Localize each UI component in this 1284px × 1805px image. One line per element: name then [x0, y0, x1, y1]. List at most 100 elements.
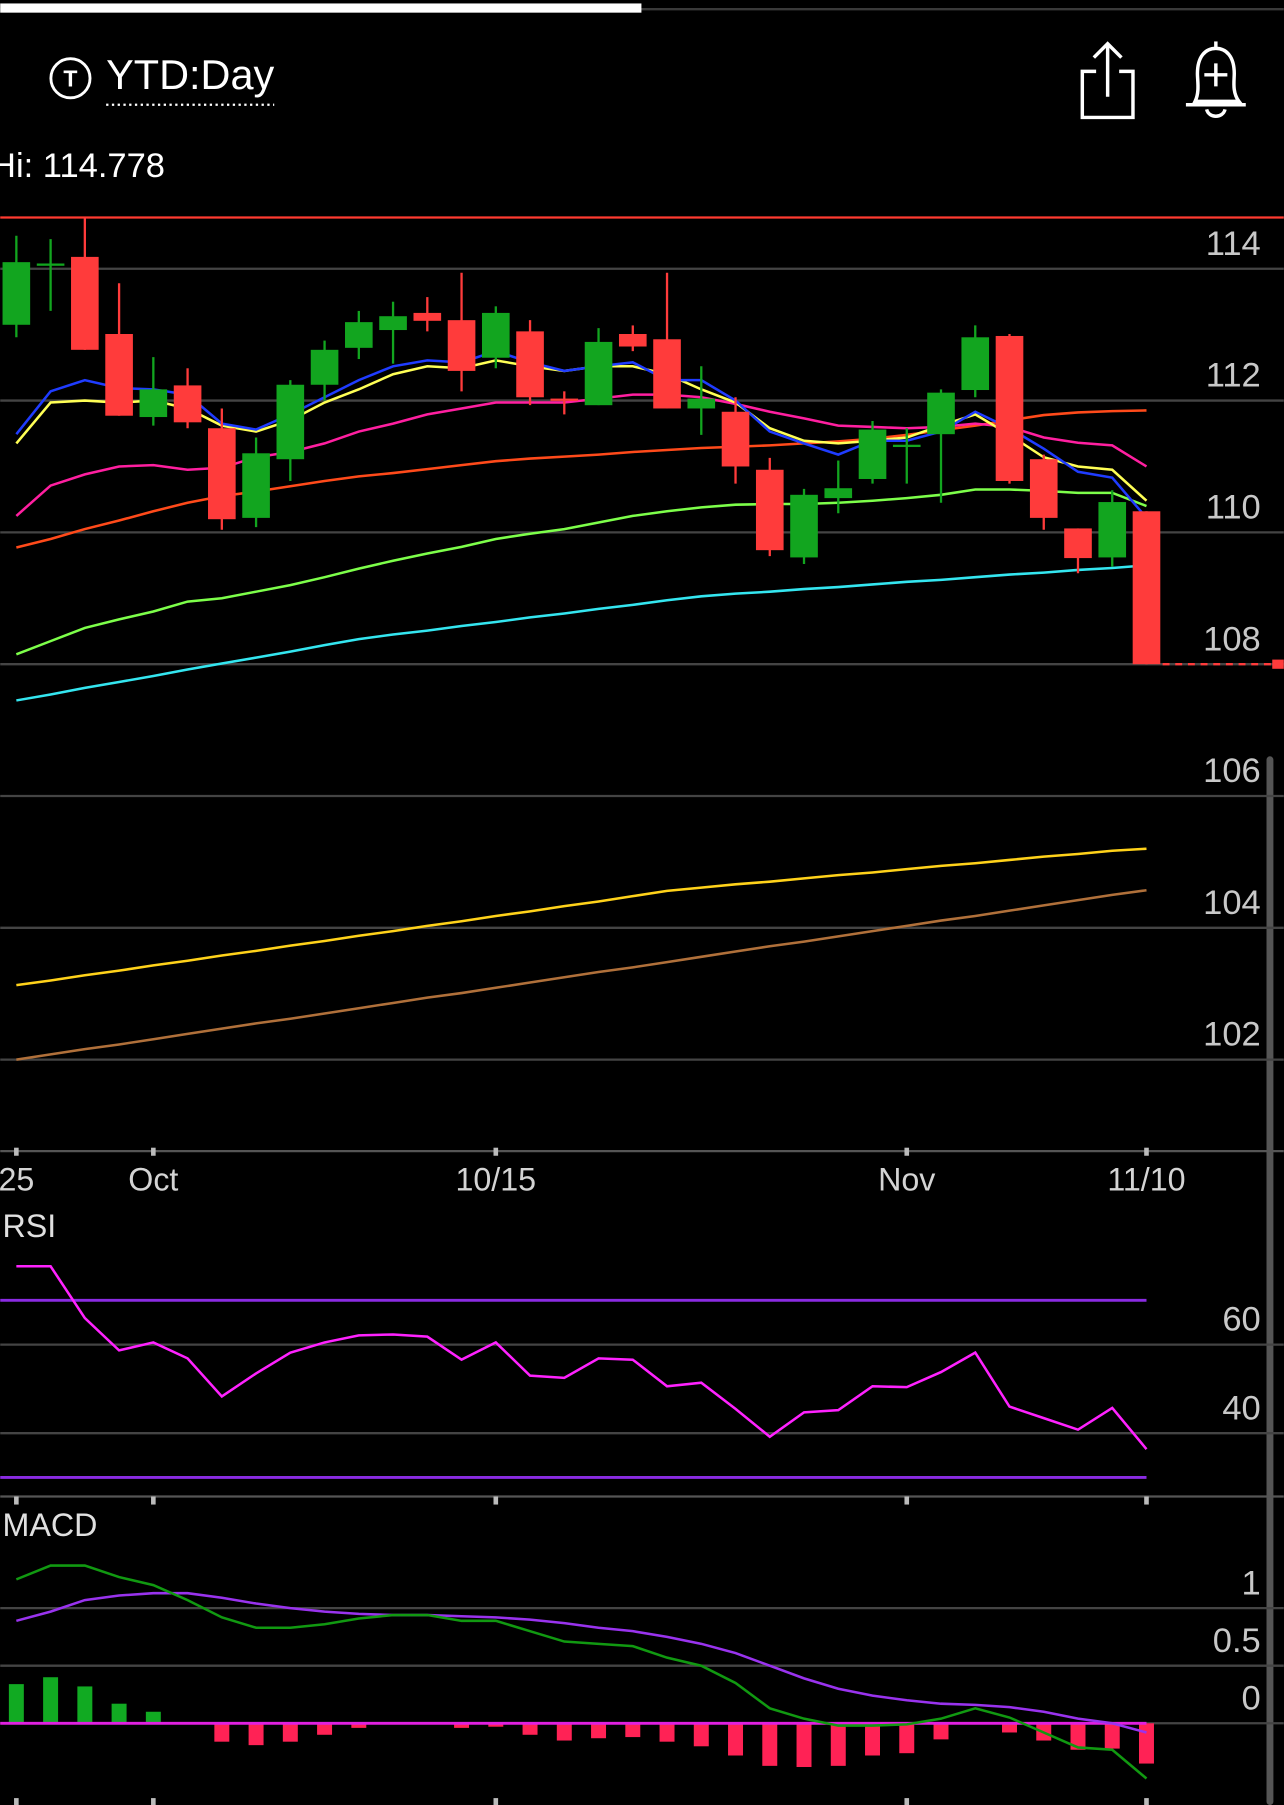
y-tick-label: 108	[1203, 620, 1261, 658]
y-tick-label: 114	[1206, 225, 1261, 263]
candle-body	[2, 262, 31, 325]
candle	[310, 340, 339, 401]
histogram-bar	[43, 1677, 59, 1724]
candle	[1098, 490, 1127, 567]
indicator-line	[16, 1591, 1147, 1734]
progress-bar	[0, 3, 642, 13]
y-tick-label: 0	[1242, 1679, 1261, 1717]
candle-body	[71, 256, 99, 350]
histogram-bar	[693, 1723, 709, 1747]
candle	[721, 397, 750, 484]
range-icon-letter: T	[63, 66, 77, 92]
x-tick-label: 10/15	[455, 1162, 536, 1198]
candle	[550, 391, 579, 415]
bell-clapper	[1204, 108, 1227, 118]
candle	[481, 306, 510, 369]
scrollbar	[1266, 756, 1274, 1805]
histogram-bar	[77, 1686, 93, 1724]
hi-label: Hi: 114.778	[0, 147, 165, 185]
y-tick-label: 0.5	[1213, 1622, 1261, 1660]
candle	[927, 389, 955, 503]
x-tick-label: Oct	[128, 1162, 178, 1198]
candle	[892, 428, 921, 484]
candle-body	[653, 339, 681, 409]
candle	[687, 366, 716, 435]
candle-body	[550, 398, 579, 401]
candle-body	[618, 333, 647, 347]
candle-body	[516, 331, 544, 398]
histogram-bar	[8, 1684, 24, 1724]
histogram-bar	[625, 1723, 641, 1738]
last-price-marker	[1272, 659, 1284, 669]
candle-body	[892, 444, 921, 448]
candle	[345, 310, 373, 360]
indicator-line	[15, 1564, 1148, 1780]
histogram-bar	[728, 1723, 744, 1756]
candle	[516, 320, 544, 406]
candle	[790, 488, 818, 565]
candle	[858, 420, 887, 484]
candle-body	[755, 469, 784, 551]
histogram-bar	[282, 1723, 298, 1742]
bell-plus	[1204, 63, 1228, 87]
histogram-bar	[830, 1723, 846, 1766]
moving-average-line	[15, 488, 1147, 656]
candle	[755, 457, 784, 557]
candle	[139, 357, 168, 426]
moving-average-line	[15, 349, 1148, 519]
histogram-bar	[899, 1723, 915, 1754]
candle	[208, 408, 236, 530]
moving-average-line	[16, 409, 1147, 549]
candle-body	[687, 398, 716, 409]
histogram-bar	[214, 1723, 230, 1742]
range-selector[interactable]: T YTD:Day	[49, 51, 275, 106]
share-box	[1080, 69, 1135, 120]
x-tick-label: Nov	[878, 1162, 935, 1198]
y-tick-label: 112	[1206, 357, 1261, 395]
histogram-bar	[796, 1723, 812, 1768]
candle-body	[584, 341, 613, 406]
histogram-bar	[1002, 1723, 1017, 1733]
candle-body	[310, 349, 339, 385]
candle	[447, 272, 476, 392]
candle-body	[173, 385, 202, 423]
candle-body	[1064, 528, 1092, 559]
candle-body	[824, 488, 853, 499]
candle-body	[721, 411, 750, 467]
histogram-bar	[659, 1723, 675, 1742]
candle	[995, 333, 1024, 484]
candle	[961, 325, 990, 398]
candle	[173, 368, 202, 429]
share-button[interactable]	[1080, 41, 1135, 120]
histogram-bar	[591, 1723, 607, 1739]
histogram-bar	[522, 1723, 538, 1735]
candle	[2, 235, 31, 338]
candle	[276, 380, 305, 481]
candle	[1132, 511, 1161, 665]
candle-body	[858, 429, 887, 479]
candle-body	[927, 392, 955, 435]
candle-body	[481, 312, 510, 358]
histogram-bar	[454, 1723, 470, 1728]
moving-average-line	[16, 888, 1147, 1061]
alert-button[interactable]	[1185, 41, 1246, 118]
x-tick-label: 25	[0, 1162, 34, 1198]
histogram-bar	[317, 1723, 333, 1735]
range-label: YTD:Day	[106, 51, 274, 98]
candle	[824, 460, 853, 514]
candle	[105, 283, 133, 416]
candle-body	[379, 316, 407, 331]
y-tick-label: 104	[1203, 884, 1261, 922]
histogram-bar	[556, 1723, 572, 1741]
macd-title: MACD	[3, 1507, 98, 1543]
candle	[379, 301, 407, 364]
candle	[618, 325, 647, 352]
y-tick-label: 40	[1222, 1389, 1260, 1427]
histogram-bar	[762, 1723, 778, 1766]
histogram-bar	[111, 1703, 127, 1724]
candle-body	[242, 453, 270, 518]
histogram-bar	[1070, 1723, 1086, 1750]
candle	[1064, 528, 1092, 574]
